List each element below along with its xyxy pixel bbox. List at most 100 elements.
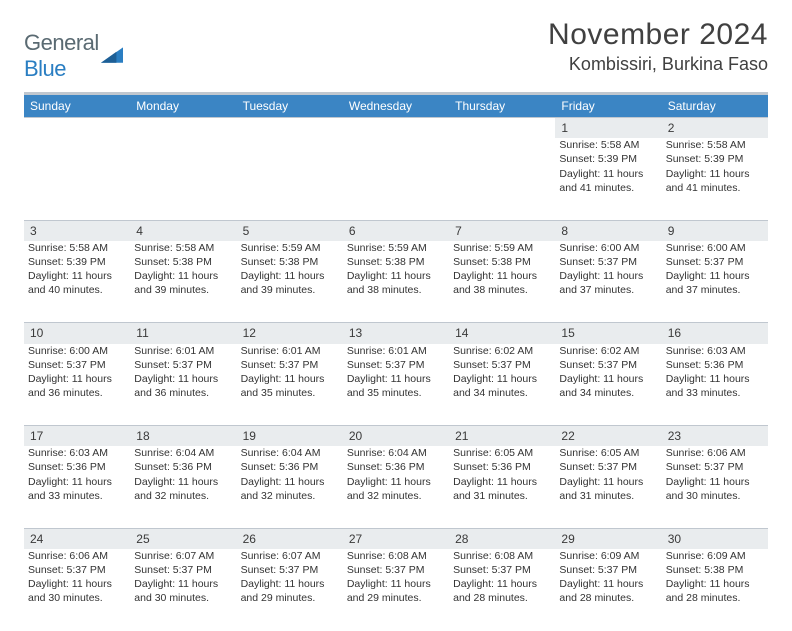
day-number-cell: 12 bbox=[237, 323, 343, 344]
day-detail-line: Daylight: 11 hours and 36 minutes. bbox=[134, 372, 232, 400]
day-number-cell: 8 bbox=[555, 220, 661, 241]
day-number-cell: 22 bbox=[555, 426, 661, 447]
day-number-cell: 30 bbox=[662, 528, 768, 549]
day-cell bbox=[237, 138, 343, 220]
day-detail-line: Sunset: 5:37 PM bbox=[347, 358, 445, 372]
day-detail-line: Sunset: 5:37 PM bbox=[28, 563, 126, 577]
day-number-cell: 27 bbox=[343, 528, 449, 549]
day-number-row: 10111213141516 bbox=[24, 323, 768, 344]
weekday-header: Friday bbox=[555, 94, 661, 118]
day-detail-line: Daylight: 11 hours and 38 minutes. bbox=[347, 269, 445, 297]
day-cell: Sunrise: 6:03 AMSunset: 5:36 PMDaylight:… bbox=[662, 344, 768, 426]
day-detail-line: Daylight: 11 hours and 39 minutes. bbox=[241, 269, 339, 297]
day-detail-line: Daylight: 11 hours and 31 minutes. bbox=[559, 475, 657, 503]
day-cell: Sunrise: 6:09 AMSunset: 5:38 PMDaylight:… bbox=[662, 549, 768, 631]
calendar-table: SundayMondayTuesdayWednesdayThursdayFrid… bbox=[24, 92, 768, 631]
day-detail-line: Sunset: 5:37 PM bbox=[134, 358, 232, 372]
day-detail-line: Sunset: 5:37 PM bbox=[134, 563, 232, 577]
location: Kombissiri, Burkina Faso bbox=[548, 54, 768, 75]
day-detail-line: Sunset: 5:39 PM bbox=[666, 152, 764, 166]
day-number-cell: 15 bbox=[555, 323, 661, 344]
day-detail-line: Sunrise: 5:58 AM bbox=[134, 241, 232, 255]
weekday-header: Thursday bbox=[449, 94, 555, 118]
day-detail-line: Daylight: 11 hours and 34 minutes. bbox=[453, 372, 551, 400]
day-cell: Sunrise: 6:07 AMSunset: 5:37 PMDaylight:… bbox=[237, 549, 343, 631]
day-detail-line: Daylight: 11 hours and 36 minutes. bbox=[28, 372, 126, 400]
day-cell: Sunrise: 6:01 AMSunset: 5:37 PMDaylight:… bbox=[130, 344, 236, 426]
day-detail-line: Daylight: 11 hours and 30 minutes. bbox=[134, 577, 232, 605]
weekday-header: Wednesday bbox=[343, 94, 449, 118]
day-number-cell: 4 bbox=[130, 220, 236, 241]
day-number-cell bbox=[130, 118, 236, 139]
day-detail-line: Daylight: 11 hours and 29 minutes. bbox=[347, 577, 445, 605]
day-cell: Sunrise: 6:01 AMSunset: 5:37 PMDaylight:… bbox=[237, 344, 343, 426]
day-number-cell: 13 bbox=[343, 323, 449, 344]
day-detail-line: Sunset: 5:36 PM bbox=[241, 460, 339, 474]
day-number-cell: 29 bbox=[555, 528, 661, 549]
day-number-row: 17181920212223 bbox=[24, 426, 768, 447]
weekday-header: Monday bbox=[130, 94, 236, 118]
weekday-header: Saturday bbox=[662, 94, 768, 118]
day-detail-line: Sunrise: 6:03 AM bbox=[28, 446, 126, 460]
day-cell: Sunrise: 6:06 AMSunset: 5:37 PMDaylight:… bbox=[24, 549, 130, 631]
day-detail-line: Daylight: 11 hours and 28 minutes. bbox=[453, 577, 551, 605]
day-detail-line: Sunrise: 6:04 AM bbox=[241, 446, 339, 460]
day-detail-line: Sunset: 5:36 PM bbox=[134, 460, 232, 474]
title-block: November 2024 Kombissiri, Burkina Faso bbox=[548, 18, 768, 75]
day-detail-line: Daylight: 11 hours and 39 minutes. bbox=[134, 269, 232, 297]
day-cell: Sunrise: 6:06 AMSunset: 5:37 PMDaylight:… bbox=[662, 446, 768, 528]
day-detail-line: Sunrise: 6:00 AM bbox=[28, 344, 126, 358]
day-number-cell: 14 bbox=[449, 323, 555, 344]
day-detail-line: Daylight: 11 hours and 35 minutes. bbox=[347, 372, 445, 400]
day-detail-line: Sunset: 5:36 PM bbox=[28, 460, 126, 474]
day-detail-line: Sunrise: 6:00 AM bbox=[666, 241, 764, 255]
day-detail-line: Daylight: 11 hours and 30 minutes. bbox=[28, 577, 126, 605]
day-detail-line: Sunset: 5:38 PM bbox=[453, 255, 551, 269]
day-detail-line: Daylight: 11 hours and 37 minutes. bbox=[666, 269, 764, 297]
day-detail-line: Sunrise: 5:59 AM bbox=[347, 241, 445, 255]
day-detail-line: Sunrise: 5:58 AM bbox=[559, 138, 657, 152]
day-detail-line: Daylight: 11 hours and 38 minutes. bbox=[453, 269, 551, 297]
logo: General Blue bbox=[24, 18, 123, 82]
day-number-cell: 2 bbox=[662, 118, 768, 139]
day-cell: Sunrise: 6:02 AMSunset: 5:37 PMDaylight:… bbox=[555, 344, 661, 426]
weekday-header: Tuesday bbox=[237, 94, 343, 118]
day-number-cell: 5 bbox=[237, 220, 343, 241]
day-detail-line: Sunset: 5:36 PM bbox=[666, 358, 764, 372]
day-cell: Sunrise: 6:00 AMSunset: 5:37 PMDaylight:… bbox=[662, 241, 768, 323]
day-cell bbox=[24, 138, 130, 220]
day-number-row: 3456789 bbox=[24, 220, 768, 241]
day-detail-line: Sunrise: 6:06 AM bbox=[28, 549, 126, 563]
day-detail-line: Sunrise: 6:01 AM bbox=[241, 344, 339, 358]
day-detail-line: Daylight: 11 hours and 34 minutes. bbox=[559, 372, 657, 400]
day-number-cell: 16 bbox=[662, 323, 768, 344]
day-cell: Sunrise: 6:05 AMSunset: 5:36 PMDaylight:… bbox=[449, 446, 555, 528]
day-detail-line: Sunrise: 6:02 AM bbox=[559, 344, 657, 358]
day-cell: Sunrise: 6:01 AMSunset: 5:37 PMDaylight:… bbox=[343, 344, 449, 426]
day-number-cell bbox=[343, 118, 449, 139]
day-detail-line: Daylight: 11 hours and 33 minutes. bbox=[666, 372, 764, 400]
day-detail-line: Sunrise: 6:08 AM bbox=[347, 549, 445, 563]
day-number-cell: 19 bbox=[237, 426, 343, 447]
day-detail-line: Sunrise: 6:06 AM bbox=[666, 446, 764, 460]
day-number-cell: 10 bbox=[24, 323, 130, 344]
weekday-header-row: SundayMondayTuesdayWednesdayThursdayFrid… bbox=[24, 94, 768, 118]
day-cell: Sunrise: 6:03 AMSunset: 5:36 PMDaylight:… bbox=[24, 446, 130, 528]
day-detail-line: Sunset: 5:39 PM bbox=[559, 152, 657, 166]
day-detail-line: Sunrise: 6:04 AM bbox=[347, 446, 445, 460]
day-number-row: 24252627282930 bbox=[24, 528, 768, 549]
day-detail-line: Sunrise: 6:08 AM bbox=[453, 549, 551, 563]
day-number-cell: 24 bbox=[24, 528, 130, 549]
day-detail-line: Sunrise: 6:07 AM bbox=[241, 549, 339, 563]
day-content-row: Sunrise: 6:00 AMSunset: 5:37 PMDaylight:… bbox=[24, 344, 768, 426]
day-cell: Sunrise: 5:59 AMSunset: 5:38 PMDaylight:… bbox=[449, 241, 555, 323]
day-detail-line: Daylight: 11 hours and 31 minutes. bbox=[453, 475, 551, 503]
day-number-cell: 11 bbox=[130, 323, 236, 344]
day-detail-line: Daylight: 11 hours and 32 minutes. bbox=[134, 475, 232, 503]
day-detail-line: Sunset: 5:38 PM bbox=[134, 255, 232, 269]
day-detail-line: Sunset: 5:36 PM bbox=[453, 460, 551, 474]
logo-text-2: Blue bbox=[24, 56, 66, 81]
day-cell bbox=[343, 138, 449, 220]
day-detail-line: Sunset: 5:37 PM bbox=[666, 255, 764, 269]
day-detail-line: Sunrise: 6:01 AM bbox=[347, 344, 445, 358]
